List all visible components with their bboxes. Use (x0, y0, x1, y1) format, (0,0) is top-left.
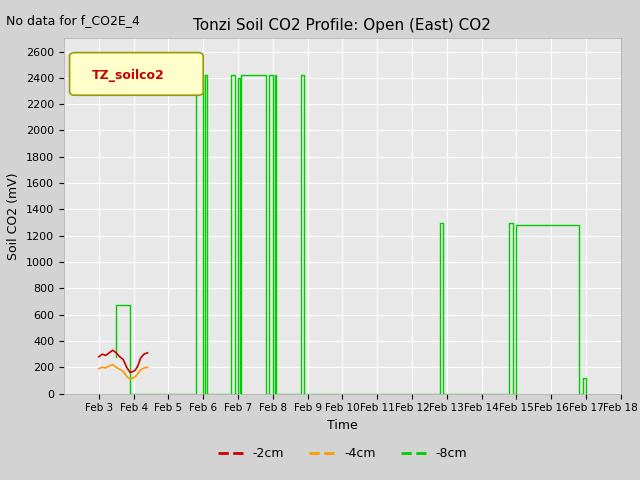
Y-axis label: Soil CO2 (mV): Soil CO2 (mV) (8, 172, 20, 260)
Text: TZ_soilco2: TZ_soilco2 (92, 69, 164, 82)
Title: Tonzi Soil CO2 Profile: Open (East) CO2: Tonzi Soil CO2 Profile: Open (East) CO2 (193, 18, 492, 33)
Text: No data for f_CO2E_4: No data for f_CO2E_4 (6, 14, 140, 27)
X-axis label: Time: Time (327, 419, 358, 432)
FancyBboxPatch shape (70, 53, 204, 95)
Legend: -2cm, -4cm, -8cm: -2cm, -4cm, -8cm (212, 443, 472, 466)
